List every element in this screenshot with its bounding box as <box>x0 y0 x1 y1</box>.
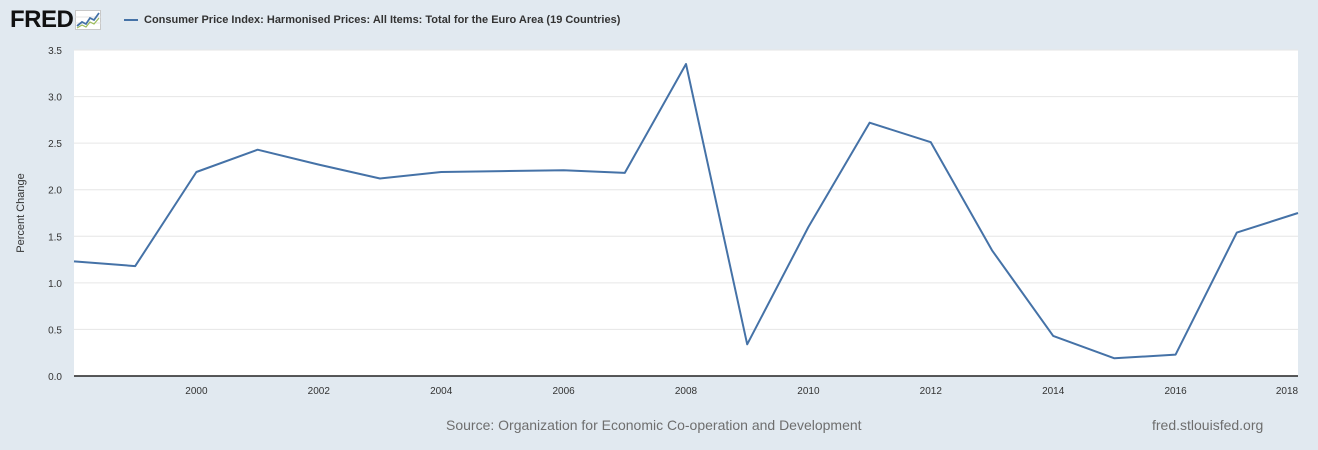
data-point[interactable] <box>313 159 325 171</box>
x-tick-label: 2014 <box>1042 386 1065 397</box>
x-tick-label: 2008 <box>675 386 698 397</box>
data-point[interactable] <box>864 117 876 129</box>
data-point[interactable] <box>68 255 80 267</box>
chart-legend: Consumer Price Index: Harmonised Prices:… <box>124 12 620 28</box>
site-url[interactable]: fred.stlouisfed.org <box>1152 417 1264 433</box>
x-tick-label: 2012 <box>920 386 943 397</box>
data-point[interactable] <box>435 166 447 178</box>
data-point[interactable] <box>1170 349 1182 361</box>
fred-logo[interactable]: FRED <box>10 6 102 34</box>
y-axis-label: Percent Change <box>15 173 27 253</box>
x-tick-label: 2010 <box>797 386 820 397</box>
x-tick-labels: 2000 2002 2004 2006 2008 2010 2012 2014 2016 2018 <box>185 386 1298 397</box>
legend-series-name: Consumer Price Index: Harmonised Prices:… <box>144 14 621 26</box>
data-point[interactable] <box>1292 207 1304 219</box>
x-tick-label: 2016 <box>1164 386 1187 397</box>
data-point[interactable] <box>129 260 141 272</box>
y-tick-labels: 0.0 0.5 1.0 1.5 2.0 2.5 3.0 3.5 <box>48 46 62 383</box>
x-tick-label: 2006 <box>552 386 575 397</box>
y-tick-label: 1.5 <box>48 232 62 243</box>
y-tick-label: 1.0 <box>48 279 62 290</box>
y-tick-label: 2.0 <box>48 186 62 197</box>
plot-area <box>74 50 1298 376</box>
y-tick-label: 0.5 <box>48 325 62 336</box>
data-point[interactable] <box>496 165 508 177</box>
source-text: Source: Organization for Economic Co-ope… <box>446 417 862 433</box>
data-point[interactable] <box>680 58 692 70</box>
x-tick-label: 2004 <box>430 386 453 397</box>
x-tick-label: 2018 <box>1276 386 1299 397</box>
data-point[interactable] <box>741 338 753 350</box>
chart-line-icon <box>75 10 102 30</box>
data-point[interactable] <box>252 144 264 156</box>
data-point[interactable] <box>619 167 631 179</box>
y-tick-label: 0.0 <box>48 372 62 383</box>
chart-svg: 0.00.51.01.52.02.53.03.5 2000 2002 2004 200… <box>15 46 1304 397</box>
data-point[interactable] <box>925 136 937 148</box>
series-layer <box>68 58 1304 364</box>
y-tick-label: 3.0 <box>48 93 62 104</box>
logo-text: FRED <box>10 6 74 33</box>
y-tick-label: 2.5 <box>48 139 62 150</box>
data-point[interactable] <box>374 173 386 185</box>
data-point[interactable] <box>986 244 998 256</box>
x-tick-label: 2000 <box>185 386 208 397</box>
data-point[interactable] <box>802 221 814 233</box>
data-point[interactable] <box>558 164 570 176</box>
legend-swatch <box>124 19 138 21</box>
x-tick-label: 2002 <box>308 386 331 397</box>
grid-layer <box>74 49 1298 330</box>
chart-header: FRED Consumer Price Index: Harmonised Pr… <box>0 0 1318 40</box>
y-tick-label: 3.5 <box>48 46 62 57</box>
data-point[interactable] <box>1108 352 1120 364</box>
data-point[interactable] <box>1231 227 1243 239</box>
data-point[interactable] <box>1047 330 1059 342</box>
data-point[interactable] <box>190 166 202 178</box>
series-line[interactable] <box>73 63 1299 360</box>
